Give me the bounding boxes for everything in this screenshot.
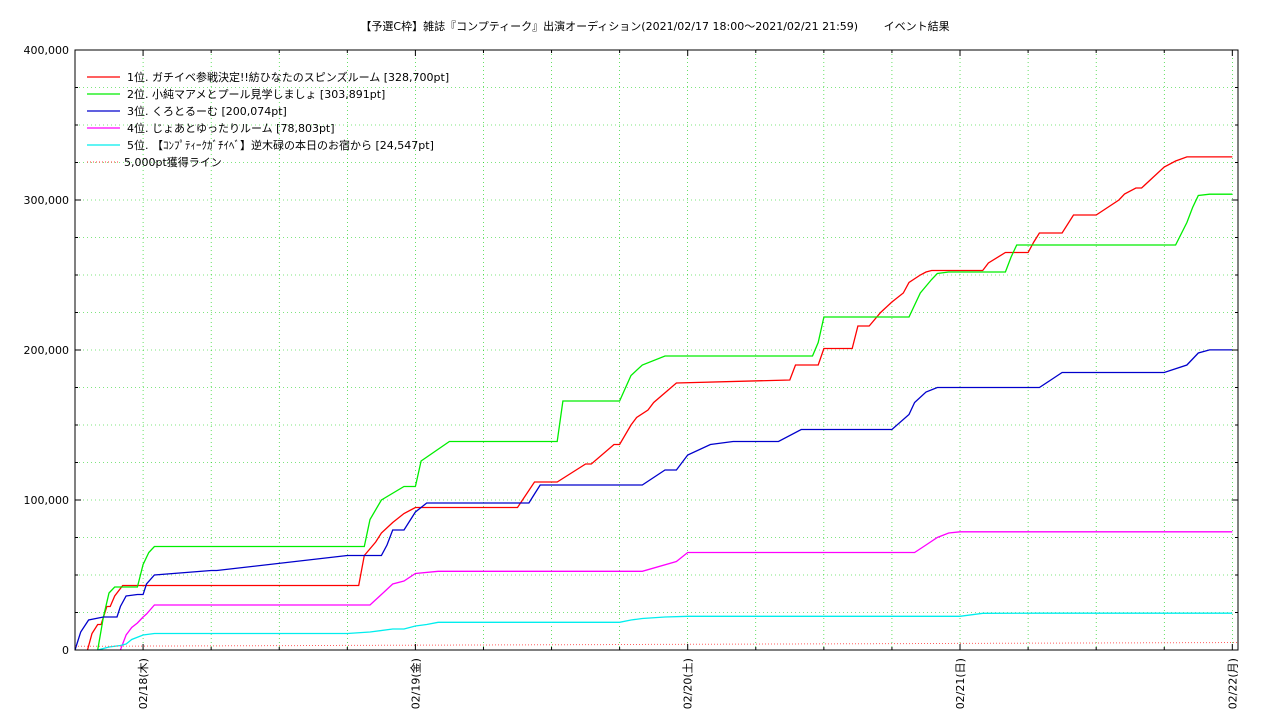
- series-line-4: [119, 531, 1233, 651]
- chart-title: 【予選C枠】雑誌『コンプティーク』出演オーディション(2021/02/17 18…: [360, 19, 949, 33]
- x-tick-label: 02/18(木): [137, 658, 150, 709]
- y-tick-label: 400,000: [24, 44, 70, 57]
- series-layer: [74, 156, 1239, 651]
- series-line-6: [74, 642, 1239, 647]
- legend: 1位. ガチイベ参戦決定!!紡ひなたのスピンズルーム [328,700pt] 2位…: [87, 70, 449, 169]
- legend-label-6: 5,000pt獲得ライン: [124, 156, 222, 169]
- y-tick-label: 200,000: [24, 344, 70, 357]
- y-tick-label: 300,000: [24, 194, 70, 207]
- series-line-5: [97, 612, 1233, 651]
- legend-label-2: 2位. 小純マアメとプール見学しましょ [303,891pt]: [127, 87, 385, 101]
- x-tick-label: 02/19(金): [408, 658, 422, 709]
- series-line-1: [86, 156, 1233, 651]
- y-tick-label: 0: [62, 644, 69, 657]
- x-tick-label: 02/22(月): [1226, 658, 1239, 709]
- y-tick-label: 100,000: [24, 494, 70, 507]
- legend-label-4: 4位. じょあとゆったりルーム [78,803pt]: [127, 121, 335, 135]
- x-tick-label: 02/20(土): [682, 658, 695, 709]
- legend-label-5: 5位. 【ｺﾝﾌﾟﾃｨｰｸｶﾞﾁｲﾍﾞ】逆木碌の本日のお宿から [24,547p…: [127, 138, 434, 152]
- ticks: 0 100,000 200,000 300,000 400,000 02/18(木) 02/…: [24, 44, 1240, 709]
- x-tick-label: 02/21(日): [954, 658, 967, 709]
- legend-label-1: 1位. ガチイベ参戦決定!!紡ひなたのスピンズルーム [328,700pt]: [127, 70, 449, 84]
- series-line-2: [97, 193, 1233, 651]
- legend-label-3: 3位. くろとるーむ [200,074pt]: [127, 104, 287, 118]
- series-line-3: [74, 349, 1233, 651]
